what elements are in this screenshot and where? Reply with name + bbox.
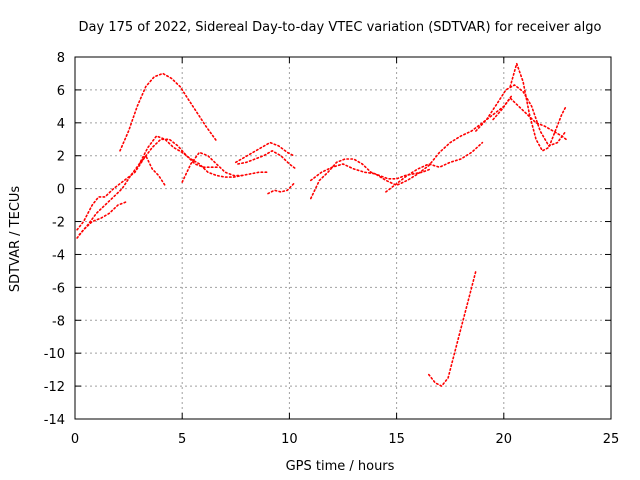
series-arc-16	[492, 97, 567, 141]
series-arc-1	[76, 201, 128, 239]
x-tick-label: 25	[603, 432, 620, 447]
y-tick-labels: 8 6 4 2 0 -2 -4 -6 -8 -10 -12 -14	[44, 51, 65, 428]
series-arc-14	[475, 84, 567, 147]
x-tick-label: 15	[388, 432, 405, 447]
series-arc-3	[78, 135, 269, 236]
plot-frame	[74, 56, 612, 420]
x-tick-label: 20	[496, 432, 513, 447]
series-arc-6	[181, 151, 243, 183]
data-traces	[76, 62, 567, 387]
y-tick-label: -10	[44, 347, 65, 362]
axis-ticks	[74, 56, 612, 420]
series-arc-5	[119, 72, 218, 152]
x-tick-labels: 0 5 10 15 20 25	[71, 432, 619, 447]
y-tick-label: 8	[57, 51, 65, 66]
series-arc-11	[309, 94, 514, 187]
y-tick-label: -2	[52, 216, 65, 231]
y-tick-label: 4	[57, 117, 65, 132]
chart-title: Day 175 of 2022, Sidereal Day-to-day VTE…	[79, 20, 602, 35]
y-tick-label: 0	[57, 183, 65, 198]
y-tick-label: -14	[44, 413, 65, 428]
y-tick-label: -4	[52, 248, 65, 263]
grid-lines	[75, 57, 611, 419]
series-arc-8	[237, 150, 297, 170]
y-axis-label: SDTVAR / TECUs	[8, 186, 23, 293]
y-tick-label: 6	[57, 84, 65, 99]
series-arc-13	[427, 270, 477, 387]
y-tick-label: -6	[52, 281, 65, 296]
y-tick-label: -8	[52, 314, 65, 329]
series-arc-15	[509, 62, 567, 152]
series-arc-12	[385, 141, 484, 193]
x-axis-label: GPS time / hours	[286, 459, 395, 474]
x-tick-label: 10	[281, 432, 298, 447]
x-tick-label: 5	[178, 432, 186, 447]
x-tick-label: 0	[71, 432, 79, 447]
y-tick-label: 2	[57, 150, 65, 165]
series-arc-9	[267, 182, 295, 195]
y-tick-label: -12	[44, 380, 65, 395]
series-arc-2	[76, 138, 220, 231]
series-arc-4	[138, 154, 166, 187]
series-arc-10	[309, 158, 432, 200]
series-arc-7	[235, 141, 295, 164]
